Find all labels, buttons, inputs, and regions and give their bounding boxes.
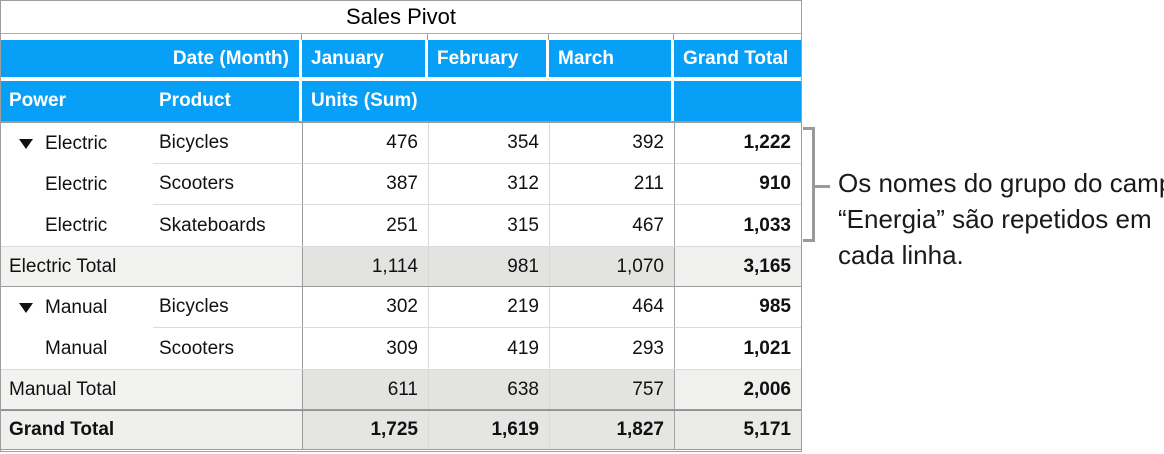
- power-cell[interactable]: Electric: [1, 123, 153, 164]
- header-row-months: Date (Month) January February March Gran…: [1, 40, 801, 77]
- february-cell[interactable]: 312: [428, 164, 549, 205]
- february-cell[interactable]: 981: [428, 247, 549, 286]
- february-cell[interactable]: 1,619: [428, 411, 549, 449]
- callout-bracket-bottom-arm: [803, 239, 815, 242]
- header-row-fields: Power Product Units (Sum): [1, 81, 801, 121]
- march-cell[interactable]: 1,827: [549, 411, 674, 449]
- column-border-tick: [548, 34, 549, 40]
- callout-bracket-pointer: [814, 185, 830, 188]
- header-cell-blank[interactable]: [674, 81, 801, 121]
- february-cell[interactable]: 219: [428, 287, 549, 328]
- january-cell[interactable]: 1,114: [302, 247, 428, 286]
- subtotal-row-electric: Electric Total 1,114 981 1,070 3,165: [1, 246, 801, 287]
- power-cell[interactable]: Electric: [1, 205, 153, 246]
- header-cell-power-product[interactable]: Power Product: [1, 81, 302, 121]
- power-value: Electric: [45, 173, 108, 195]
- power-value: Manual: [45, 296, 108, 318]
- disclosure-triangle-icon[interactable]: [19, 302, 33, 313]
- power-field-label: Power: [9, 90, 67, 111]
- product-cell[interactable]: Scooters: [159, 337, 234, 359]
- callout-text: Os nomes do grupo do campo “Energia” são…: [838, 165, 1164, 273]
- march-cell[interactable]: 1,070: [549, 247, 674, 286]
- header-row-gap: [1, 77, 801, 81]
- callout-line: cada linha.: [838, 240, 964, 270]
- disclosure-triangle-icon[interactable]: [19, 138, 33, 149]
- january-cell[interactable]: 251: [302, 205, 428, 246]
- pivot-table: Sales Pivot Date (Month) January Februar…: [0, 0, 802, 452]
- march-cell[interactable]: 464: [549, 287, 674, 328]
- january-cell[interactable]: 309: [302, 328, 428, 369]
- table-row: Manual Bicycles 302 219 464 985: [1, 287, 801, 328]
- callout-line: Os nomes do grupo do campo: [838, 168, 1164, 198]
- january-cell[interactable]: 387: [302, 164, 428, 205]
- callout-line: “Energia” são repetidos em: [838, 204, 1152, 234]
- product-cell[interactable]: Scooters: [153, 164, 302, 205]
- grand-total-cell[interactable]: 1,222: [674, 123, 801, 164]
- february-cell[interactable]: 315: [428, 205, 549, 246]
- march-cell[interactable]: 293: [549, 328, 674, 369]
- product-cell[interactable]: Skateboards: [159, 214, 266, 236]
- header-cell-february[interactable]: February: [428, 40, 549, 77]
- march-cell[interactable]: 392: [549, 123, 674, 164]
- grand-total-row: Grand Total 1,725 1,619 1,827 5,171: [1, 410, 801, 450]
- grand-total-cell[interactable]: 1,033: [674, 205, 801, 246]
- header-cell-date-month[interactable]: Date (Month): [1, 40, 302, 77]
- subtotal-label-cell[interactable]: Electric Total: [1, 247, 302, 286]
- header-cell-march[interactable]: March: [549, 40, 674, 77]
- january-cell[interactable]: 611: [302, 370, 428, 409]
- header-top-spacer: [1, 34, 801, 40]
- power-value: Manual: [45, 337, 108, 359]
- callout-bracket: [812, 127, 815, 242]
- january-cell[interactable]: 476: [302, 123, 428, 164]
- subtotal-label-cell[interactable]: Manual Total: [1, 370, 302, 409]
- product-cell[interactable]: Bicycles: [153, 287, 302, 328]
- february-cell[interactable]: 419: [428, 328, 549, 369]
- january-cell[interactable]: 302: [302, 287, 428, 328]
- subtotal-row-manual: Manual Total 611 638 757 2,006: [1, 369, 801, 410]
- column-border-tick: [673, 34, 674, 40]
- march-cell[interactable]: 467: [549, 205, 674, 246]
- grand-total-cell[interactable]: 2,006: [674, 370, 801, 409]
- march-cell[interactable]: 211: [549, 164, 674, 205]
- column-border-tick: [301, 34, 302, 40]
- power-value: Electric: [45, 132, 108, 154]
- grand-total-label-cell[interactable]: Grand Total: [1, 411, 302, 449]
- table-row: Electric Bicycles 476 354 392 1,222: [1, 123, 801, 164]
- power-cell[interactable]: Electric: [1, 164, 153, 205]
- power-cell[interactable]: Manual: [1, 287, 153, 328]
- grand-total-cell[interactable]: 910: [674, 164, 801, 205]
- header-cell-grand-total[interactable]: Grand Total: [674, 40, 801, 77]
- march-cell[interactable]: 757: [549, 370, 674, 409]
- grand-total-cell[interactable]: 3,165: [674, 247, 801, 286]
- header-cell-january[interactable]: January: [302, 40, 428, 77]
- table-row: Manual Scooters 309 419 293 1,021: [1, 328, 801, 369]
- february-cell[interactable]: 354: [428, 123, 549, 164]
- power-value: Electric: [45, 214, 108, 236]
- power-cell[interactable]: Manual: [1, 328, 153, 369]
- product-cell[interactable]: Bicycles: [153, 123, 302, 164]
- table-row: Electric Scooters 387 312 211 910: [1, 164, 801, 205]
- column-border-tick: [427, 34, 428, 40]
- header-cell-units-sum[interactable]: Units (Sum): [302, 81, 674, 121]
- header-bottom-border: [1, 121, 801, 123]
- january-cell[interactable]: 1,725: [302, 411, 428, 449]
- callout-bracket-top-arm: [803, 127, 815, 130]
- grand-total-cell[interactable]: 1,021: [674, 328, 801, 369]
- grand-total-cell[interactable]: 985: [674, 287, 801, 328]
- table-title: Sales Pivot: [1, 1, 801, 34]
- table-row: Electric Skateboards 251 315 467 1,033: [1, 205, 801, 246]
- grand-total-cell[interactable]: 5,171: [674, 411, 801, 449]
- product-field-label: Product: [159, 90, 231, 111]
- february-cell[interactable]: 638: [428, 370, 549, 409]
